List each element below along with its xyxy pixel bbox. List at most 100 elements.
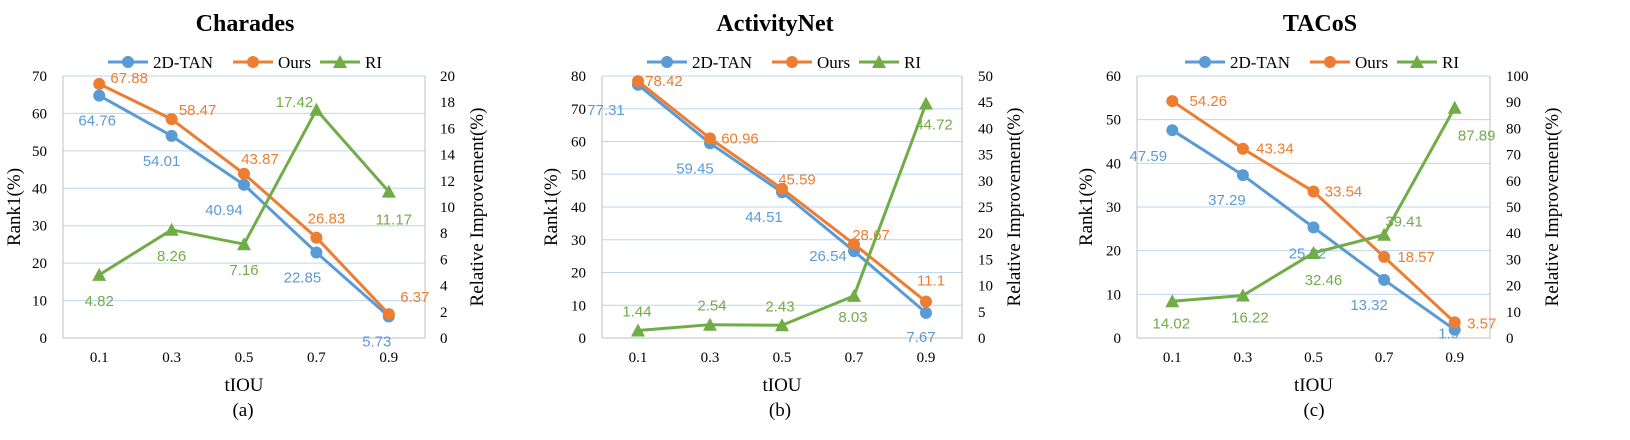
data-label: 8.26 [157,248,186,265]
legend-item: Ours [772,53,850,72]
y2-tick-label: 100 [1506,69,1529,85]
legend-item: 2D-TAN [647,53,752,72]
legend-item: 2D-TAN [108,53,213,72]
data-point [381,184,396,198]
y2-tick-label: 0 [1506,331,1514,347]
data-label: 1.44 [622,303,651,320]
data-point [165,113,178,126]
y2-tick-label: 30 [978,174,993,190]
y2-axis-label: Relative Improvement(%) [467,108,488,307]
y2-tick-label: 16 [440,121,456,137]
data-label: 54.01 [143,153,181,170]
data-point [1236,142,1249,155]
data-label: 58.47 [179,102,217,119]
data-point [237,237,251,251]
y-tick-label: 10 [1106,287,1121,303]
legend-item: 2D-TAN [1185,53,1290,72]
chart-1: Charades 0 10 20 30 40 50 60 70 0 2 4 6 8 10 12 14 16 18 20… [4,11,488,421]
x-tick-label: 0.9 [1445,350,1464,366]
y2-tick-label: 50 [1506,200,1521,216]
data-point [847,288,861,302]
data-label: 44.72 [915,117,953,134]
legend-label: RI [904,53,921,72]
series-ours: 78.42 60.96 45.59 28.67 11.1 [632,73,945,308]
data-point [310,246,323,259]
data-point [848,238,860,251]
data-label: 47.59 [1130,148,1168,165]
data-point [238,178,250,191]
legend-label: Ours [278,53,311,72]
y-tick-label: 20 [32,256,47,272]
y-tick-label: 40 [32,181,47,197]
y2-tick-label: 45 [978,95,993,111]
y2-tick-label: 4 [440,279,448,295]
y-tick-label: 80 [571,69,586,85]
data-label: 32.46 [1305,272,1343,289]
data-label: 26.54 [809,248,847,265]
data-label: 2.43 [765,298,794,315]
data-point [1378,273,1391,286]
y-tick-label: 10 [571,298,586,314]
y-tick-label: 30 [32,219,47,235]
y-tick-label: 10 [32,294,47,310]
series-line [637,83,927,315]
data-label: 59.45 [676,160,714,177]
data-label: 13.32 [1350,297,1388,314]
panel-caption: (c) [1303,400,1324,421]
legend-label: 2D-TAN [1230,53,1290,72]
data-label: 22.85 [284,269,322,286]
triangle-marker-icon [1410,55,1424,68]
x-tick-label: 0.3 [701,350,720,366]
x-axis-label: tIOU [224,375,263,396]
data-point [1166,124,1179,137]
series-ri: 1.44 2.54 2.43 8.03 44.72 [622,96,953,337]
x-axis-label: tIOU [762,375,801,396]
y2-tick-label: 70 [1506,148,1521,164]
data-label: 2.54 [697,298,726,315]
y2-tick-label: 20 [440,69,455,85]
data-point [93,89,106,102]
data-point [1165,294,1180,308]
data-label: 3.57 [1467,315,1496,332]
data-point [1378,250,1391,263]
data-point [776,182,788,195]
data-point [1307,221,1320,234]
data-point [1307,185,1320,198]
data-point [920,306,932,319]
data-label: 44.51 [745,209,783,226]
y-tick-label: 0 [40,331,48,347]
data-point [1236,169,1249,182]
data-point [1235,288,1250,302]
y-axis-label: Rank1(%) [1076,168,1097,246]
y-tick-label: 50 [1106,113,1121,129]
y2-tick-label: 20 [1506,279,1521,295]
y2-tick-label: 60 [1506,174,1521,190]
x-tick-label: 0.7 [1375,350,1394,366]
data-label: 25.32 [1289,245,1327,262]
legend-label: RI [365,53,382,72]
data-point [1447,100,1462,114]
y2-axis-label: Relative Improvement(%) [1542,108,1563,307]
data-label: 60.96 [721,130,759,147]
data-label: 6.37 [400,289,429,306]
data-label: 67.88 [110,70,148,87]
data-label: 14.02 [1153,315,1191,332]
y2-tick-label: 6 [440,252,448,268]
x-tick-label: 0.5 [773,350,792,366]
triangle-marker-icon [333,55,347,68]
y-tick-label: 0 [1114,331,1122,347]
y-tick-label: 40 [1106,156,1121,172]
legend-label: RI [1442,53,1459,72]
chart-2: ActivityNet 0 10 20 30 40 50 60 70 80 0 5 10 15 20 25 30… [541,11,1025,421]
y2-tick-label: 2 [440,305,448,321]
circle-marker-icon [661,56,673,68]
y-tick-label: 60 [571,135,586,151]
data-label: 40.94 [205,202,243,219]
data-label: 11.17 [376,212,412,229]
y2-tick-label: 0 [440,331,448,347]
circle-marker-icon [786,56,798,68]
legend-item: RI [1397,53,1459,72]
x-tick-label: 0.3 [1234,350,1253,366]
y2-tick-label: 10 [978,279,993,295]
